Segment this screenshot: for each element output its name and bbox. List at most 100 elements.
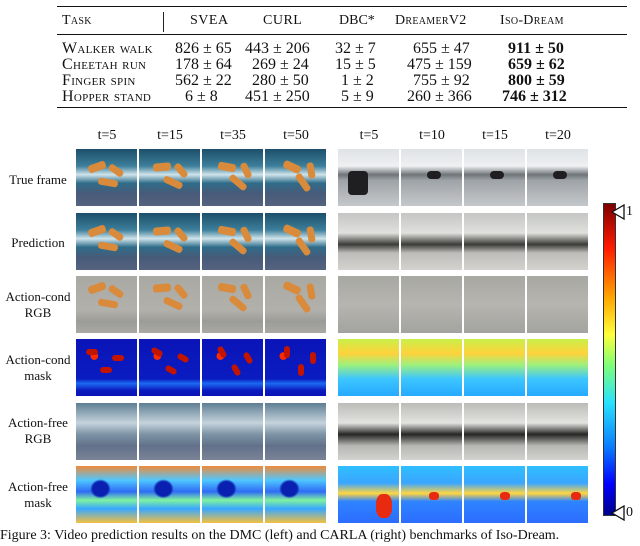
dmc-frame-image (202, 339, 263, 396)
robot-limb (107, 163, 125, 178)
table-header-dreamer: DreamerV2 (395, 13, 467, 28)
table-cell: 443 ± 206 (245, 40, 310, 57)
dmc-frame-image (139, 213, 200, 270)
carla-frame-image (401, 149, 462, 206)
mask-hotspot (429, 492, 439, 500)
table-row-task: Finger spin (62, 72, 136, 89)
row-label-action-cond-mask: Action-cond mask (5, 352, 71, 383)
column-header: t=50 (283, 128, 309, 143)
column-header: t=10 (419, 128, 445, 143)
carla-frame-image (401, 466, 462, 523)
dmc-frame-image (202, 276, 263, 333)
robot-limb (107, 227, 125, 242)
carla-frame-image (527, 403, 588, 460)
dmc-frame-image (76, 466, 137, 523)
robot-limb (152, 283, 172, 293)
row-label-action-free-rgb: Action-free RGB (8, 415, 68, 446)
dmc-frame-image (202, 403, 263, 460)
table-cell: 562 ± 22 (175, 72, 232, 89)
robot-limb (239, 225, 253, 244)
column-header: t=35 (220, 128, 246, 143)
table-top-rule (57, 6, 627, 8)
table-cell: 178 ± 64 (175, 56, 232, 73)
dmc-frame-image (139, 466, 200, 523)
dmc-frame-image (139, 403, 200, 460)
car-shape (553, 171, 567, 179)
robot-limb (217, 225, 237, 237)
robot-limb (217, 161, 237, 173)
carla-frame-image (401, 213, 462, 270)
table-row-task: Walker walk (62, 40, 153, 57)
column-header: t=15 (157, 128, 183, 143)
carla-frame-image (338, 276, 399, 333)
robot-limb (239, 161, 253, 180)
mask-hotspot (571, 492, 581, 500)
table-cell: 755 ± 92 (413, 72, 470, 89)
dmc-frame-image (76, 339, 137, 396)
mask-hotspot (500, 492, 510, 500)
carla-frame-image (464, 213, 525, 270)
table-cell-best: 746 ± 312 (502, 88, 567, 105)
robot-limb (306, 283, 316, 300)
column-header: t=5 (359, 128, 379, 143)
carla-frame-image (527, 149, 588, 206)
dmc-frame-image (265, 466, 326, 523)
row-label-true-frame: True frame (9, 172, 67, 187)
robot-limb (97, 177, 119, 188)
mask-blob (230, 363, 242, 377)
mask-blob (100, 367, 112, 373)
mask-blob (242, 351, 254, 365)
car-shape (427, 171, 441, 179)
carla-frame-image (338, 213, 399, 270)
carla-frame-image (527, 213, 588, 270)
mask-blob (176, 352, 190, 364)
mask-blob (150, 346, 164, 358)
carla-frame-image (401, 339, 462, 396)
dmc-frame-image (265, 276, 326, 333)
robot-limb (239, 282, 253, 301)
mask-blob (112, 355, 124, 361)
robot-limb (173, 226, 189, 243)
carla-frame-image (527, 339, 588, 396)
robot-limb (87, 281, 107, 295)
table-header-curl: CURL (263, 13, 303, 28)
table-cell: 280 ± 50 (252, 72, 309, 89)
dmc-frame-image (202, 213, 263, 270)
robot-limb (162, 296, 184, 311)
row-label-action-free-mask: Action-free mask (8, 479, 68, 510)
table-cell: 32 ± 7 (335, 40, 376, 57)
dmc-frame-image (202, 149, 263, 206)
table-header-iso: Iso-Dream (500, 13, 564, 28)
carla-frame-image (527, 466, 588, 523)
carla-frame-image (401, 276, 462, 333)
carla-frame-image (527, 276, 588, 333)
robot-limb (173, 162, 189, 179)
robot-limb (306, 162, 316, 179)
table-cell: 451 ± 250 (245, 88, 310, 105)
dmc-frame-image (265, 149, 326, 206)
robot-limb (173, 283, 189, 300)
robot-limb (152, 162, 172, 172)
table-row-task: Cheetah run (62, 56, 147, 73)
table-bottom-rule (57, 107, 627, 109)
dmc-frame-image (76, 276, 137, 333)
table-cell: 5 ± 9 (341, 88, 374, 105)
carla-frame-image (464, 403, 525, 460)
dmc-frame-image (76, 149, 137, 206)
table-header-dbc: DBC* (339, 13, 375, 28)
table-header-task: Task (62, 13, 92, 28)
carla-frame-image (464, 276, 525, 333)
row-label-action-cond-rgb: Action-cond RGB (5, 289, 71, 320)
robot-limb (87, 160, 107, 174)
car-shape (348, 171, 368, 195)
table-cell-best: 911 ± 50 (508, 40, 564, 57)
table-cell: 260 ± 366 (407, 88, 472, 105)
column-header: t=15 (482, 128, 508, 143)
robot-limb (152, 226, 172, 236)
colorbar-bottom-marker-icon (611, 505, 625, 521)
carla-frame-image (464, 149, 525, 206)
dmc-frame-image (139, 339, 200, 396)
table-cell: 6 ± 8 (185, 88, 218, 105)
mask-blob (310, 352, 316, 364)
carla-frame-image (338, 339, 399, 396)
